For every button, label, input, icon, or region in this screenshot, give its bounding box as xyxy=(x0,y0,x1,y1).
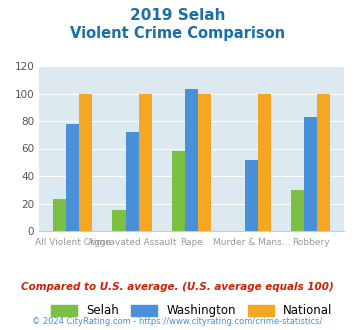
Text: Murder & Mans...: Murder & Mans... xyxy=(213,238,290,247)
Bar xyxy=(126,132,139,231)
Text: Rape: Rape xyxy=(180,238,203,247)
Bar xyxy=(172,151,185,231)
Text: Robbery: Robbery xyxy=(292,238,330,247)
Text: All Violent Crime: All Violent Crime xyxy=(35,238,110,247)
Text: Violent Crime Comparison: Violent Crime Comparison xyxy=(70,26,285,41)
Bar xyxy=(113,211,126,231)
Bar xyxy=(317,93,331,231)
Bar xyxy=(66,124,79,231)
Bar xyxy=(258,93,271,231)
Text: Compared to U.S. average. (U.S. average equals 100): Compared to U.S. average. (U.S. average … xyxy=(21,282,334,292)
Text: © 2024 CityRating.com - https://www.cityrating.com/crime-statistics/: © 2024 CityRating.com - https://www.city… xyxy=(32,317,323,326)
Text: Aggravated Assault: Aggravated Assault xyxy=(88,238,176,247)
Legend: Selah, Washington, National: Selah, Washington, National xyxy=(46,300,337,322)
Bar xyxy=(245,159,258,231)
Bar xyxy=(304,117,317,231)
Bar xyxy=(198,93,211,231)
Bar xyxy=(185,89,198,231)
Bar xyxy=(291,190,304,231)
Bar xyxy=(139,93,152,231)
Text: 2019 Selah: 2019 Selah xyxy=(130,8,225,23)
Bar xyxy=(79,93,92,231)
Bar xyxy=(53,199,66,231)
